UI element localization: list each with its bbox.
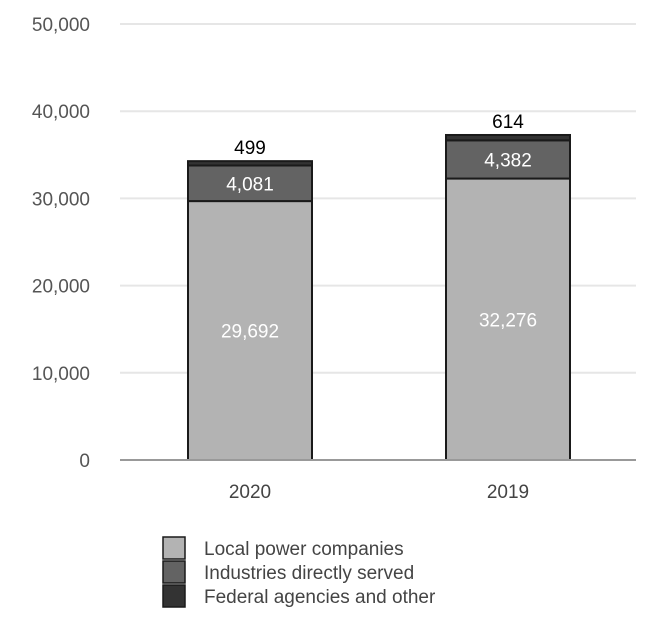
bar-segment — [187, 160, 313, 167]
x-axis-tick-labels: 2020 2019 — [229, 482, 529, 503]
bar-segment — [187, 200, 313, 461]
data-label: 4,081 — [226, 174, 274, 195]
bar-stack-2019: 32,276 4,382 614 — [445, 112, 571, 461]
bar-segment — [187, 164, 313, 203]
legend-swatch — [162, 584, 186, 608]
data-label: 29,692 — [221, 322, 279, 343]
legend-swatch — [162, 560, 186, 584]
legend-label: Industries directly served — [204, 563, 414, 584]
bar-stack-2020: 29,692 4,081 499 — [187, 138, 313, 461]
legend-label: Federal agencies and other — [204, 587, 436, 608]
data-label: 4,382 — [484, 150, 532, 171]
y-tick-label: 20,000 — [32, 277, 90, 298]
y-axis-tick-labels: 0 10,000 20,000 30,000 40,000 50,000 — [32, 15, 90, 472]
data-label: 614 — [492, 112, 524, 133]
legend-swatch — [162, 536, 186, 560]
x-tick-label: 2020 — [229, 482, 271, 503]
bars: 29,692 4,081 499 32,276 4,382 614 — [187, 112, 571, 461]
y-tick-label: 50,000 — [32, 15, 90, 36]
legend-item: Local power companies — [162, 536, 404, 560]
y-tick-label: 10,000 — [32, 364, 90, 385]
y-tick-label: 40,000 — [32, 102, 90, 123]
bar-segment — [445, 133, 571, 142]
y-tick-label: 0 — [79, 451, 90, 472]
x-tick-label: 2019 — [487, 482, 529, 503]
data-label: 32,276 — [479, 310, 537, 331]
legend-label: Local power companies — [204, 539, 404, 560]
legend-item: Federal agencies and other — [162, 584, 436, 608]
y-tick-label: 30,000 — [32, 189, 90, 210]
legend-item: Industries directly served — [162, 560, 414, 584]
legend: Local power companies Industries directly… — [162, 536, 436, 608]
data-label: 499 — [234, 138, 266, 159]
